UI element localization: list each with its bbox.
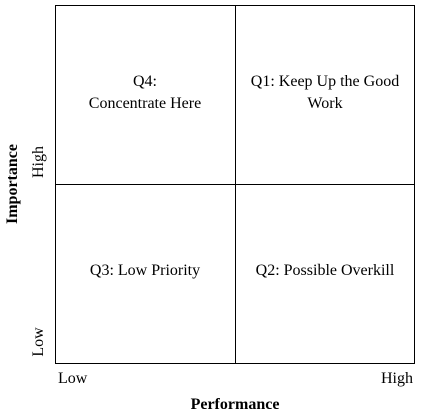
quadrant-q1-line2: Work bbox=[307, 95, 343, 112]
quadrant-q2: Q2: Possible Overkill bbox=[236, 260, 414, 282]
horizontal-divider bbox=[56, 184, 414, 185]
x-axis-high-label: High bbox=[381, 370, 413, 387]
quadrant-q1: Q1: Keep Up the Good Work bbox=[236, 71, 414, 115]
y-axis-title: Importance bbox=[4, 144, 21, 224]
quadrant-q1-line1: Q1: Keep Up the Good bbox=[250, 73, 400, 90]
quadrant-grid: Q4: Concentrate Here Q1: Keep Up the Goo… bbox=[55, 5, 415, 364]
x-axis-title: Performance bbox=[190, 396, 280, 413]
y-axis-high-label: High bbox=[30, 146, 47, 178]
quadrant-q4-line1: Q4: bbox=[133, 73, 157, 90]
quadrant-q3: Q3: Low Priority bbox=[56, 260, 234, 282]
x-axis-low-label: Low bbox=[58, 370, 88, 387]
quadrant-q3-label: Q3: Low Priority bbox=[89, 262, 201, 279]
quadrant-q4-line2: Concentrate Here bbox=[88, 95, 202, 112]
quadrant-q2-label: Q2: Possible Overkill bbox=[255, 262, 395, 279]
quadrant-q4: Q4: Concentrate Here bbox=[56, 71, 234, 115]
y-axis-low-label: Low bbox=[30, 327, 47, 357]
